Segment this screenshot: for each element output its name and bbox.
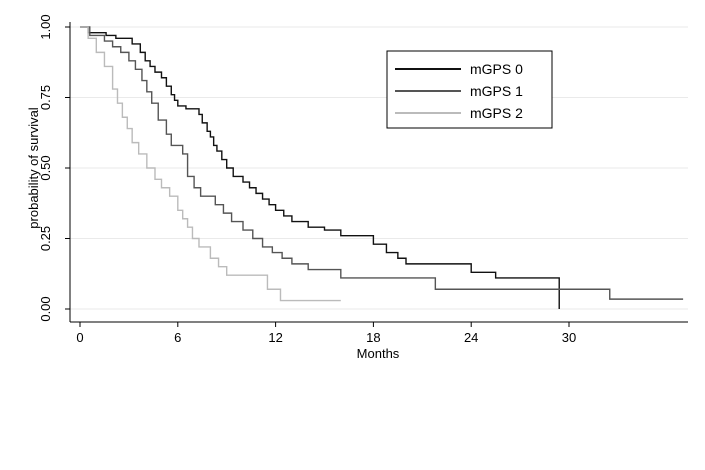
x-ticks: 0 6 12 18 24 30	[76, 322, 576, 345]
legend-label-mgps1: mGPS 1	[470, 83, 523, 99]
x-tick-label: 18	[366, 330, 380, 345]
x-tick-label: 6	[174, 330, 181, 345]
y-axis-title: probability of survival	[26, 107, 41, 228]
x-axis-title: Months	[357, 346, 400, 361]
y-ticks: 0.00 0.25 0.50 0.75 1.00	[38, 14, 70, 322]
legend-label-mgps0: mGPS 0	[470, 61, 523, 77]
legend-box	[386, 50, 553, 129]
y-tick-label: 1.00	[38, 14, 53, 39]
y-tick-label: 0.50	[38, 155, 53, 180]
x-tick-label: 12	[268, 330, 282, 345]
x-tick-label: 30	[562, 330, 576, 345]
y-tick-label: 0.25	[38, 226, 53, 251]
y-tick-label: 0.75	[38, 85, 53, 110]
series-line-mgps2	[80, 26, 341, 302]
series-line-mgps1	[80, 26, 684, 300]
gridlines	[70, 26, 688, 310]
series-line-mgps0	[80, 26, 560, 309]
x-tick-label: 24	[464, 330, 478, 345]
x-tick-label: 0	[76, 330, 83, 345]
y-tick-label: 0.00	[38, 296, 53, 321]
legend-label-mgps2: mGPS 2	[470, 105, 523, 121]
legend: mGPS 0 mGPS 1 mGPS 2	[386, 50, 553, 129]
series-lines	[80, 26, 684, 309]
axes	[69, 22, 688, 323]
